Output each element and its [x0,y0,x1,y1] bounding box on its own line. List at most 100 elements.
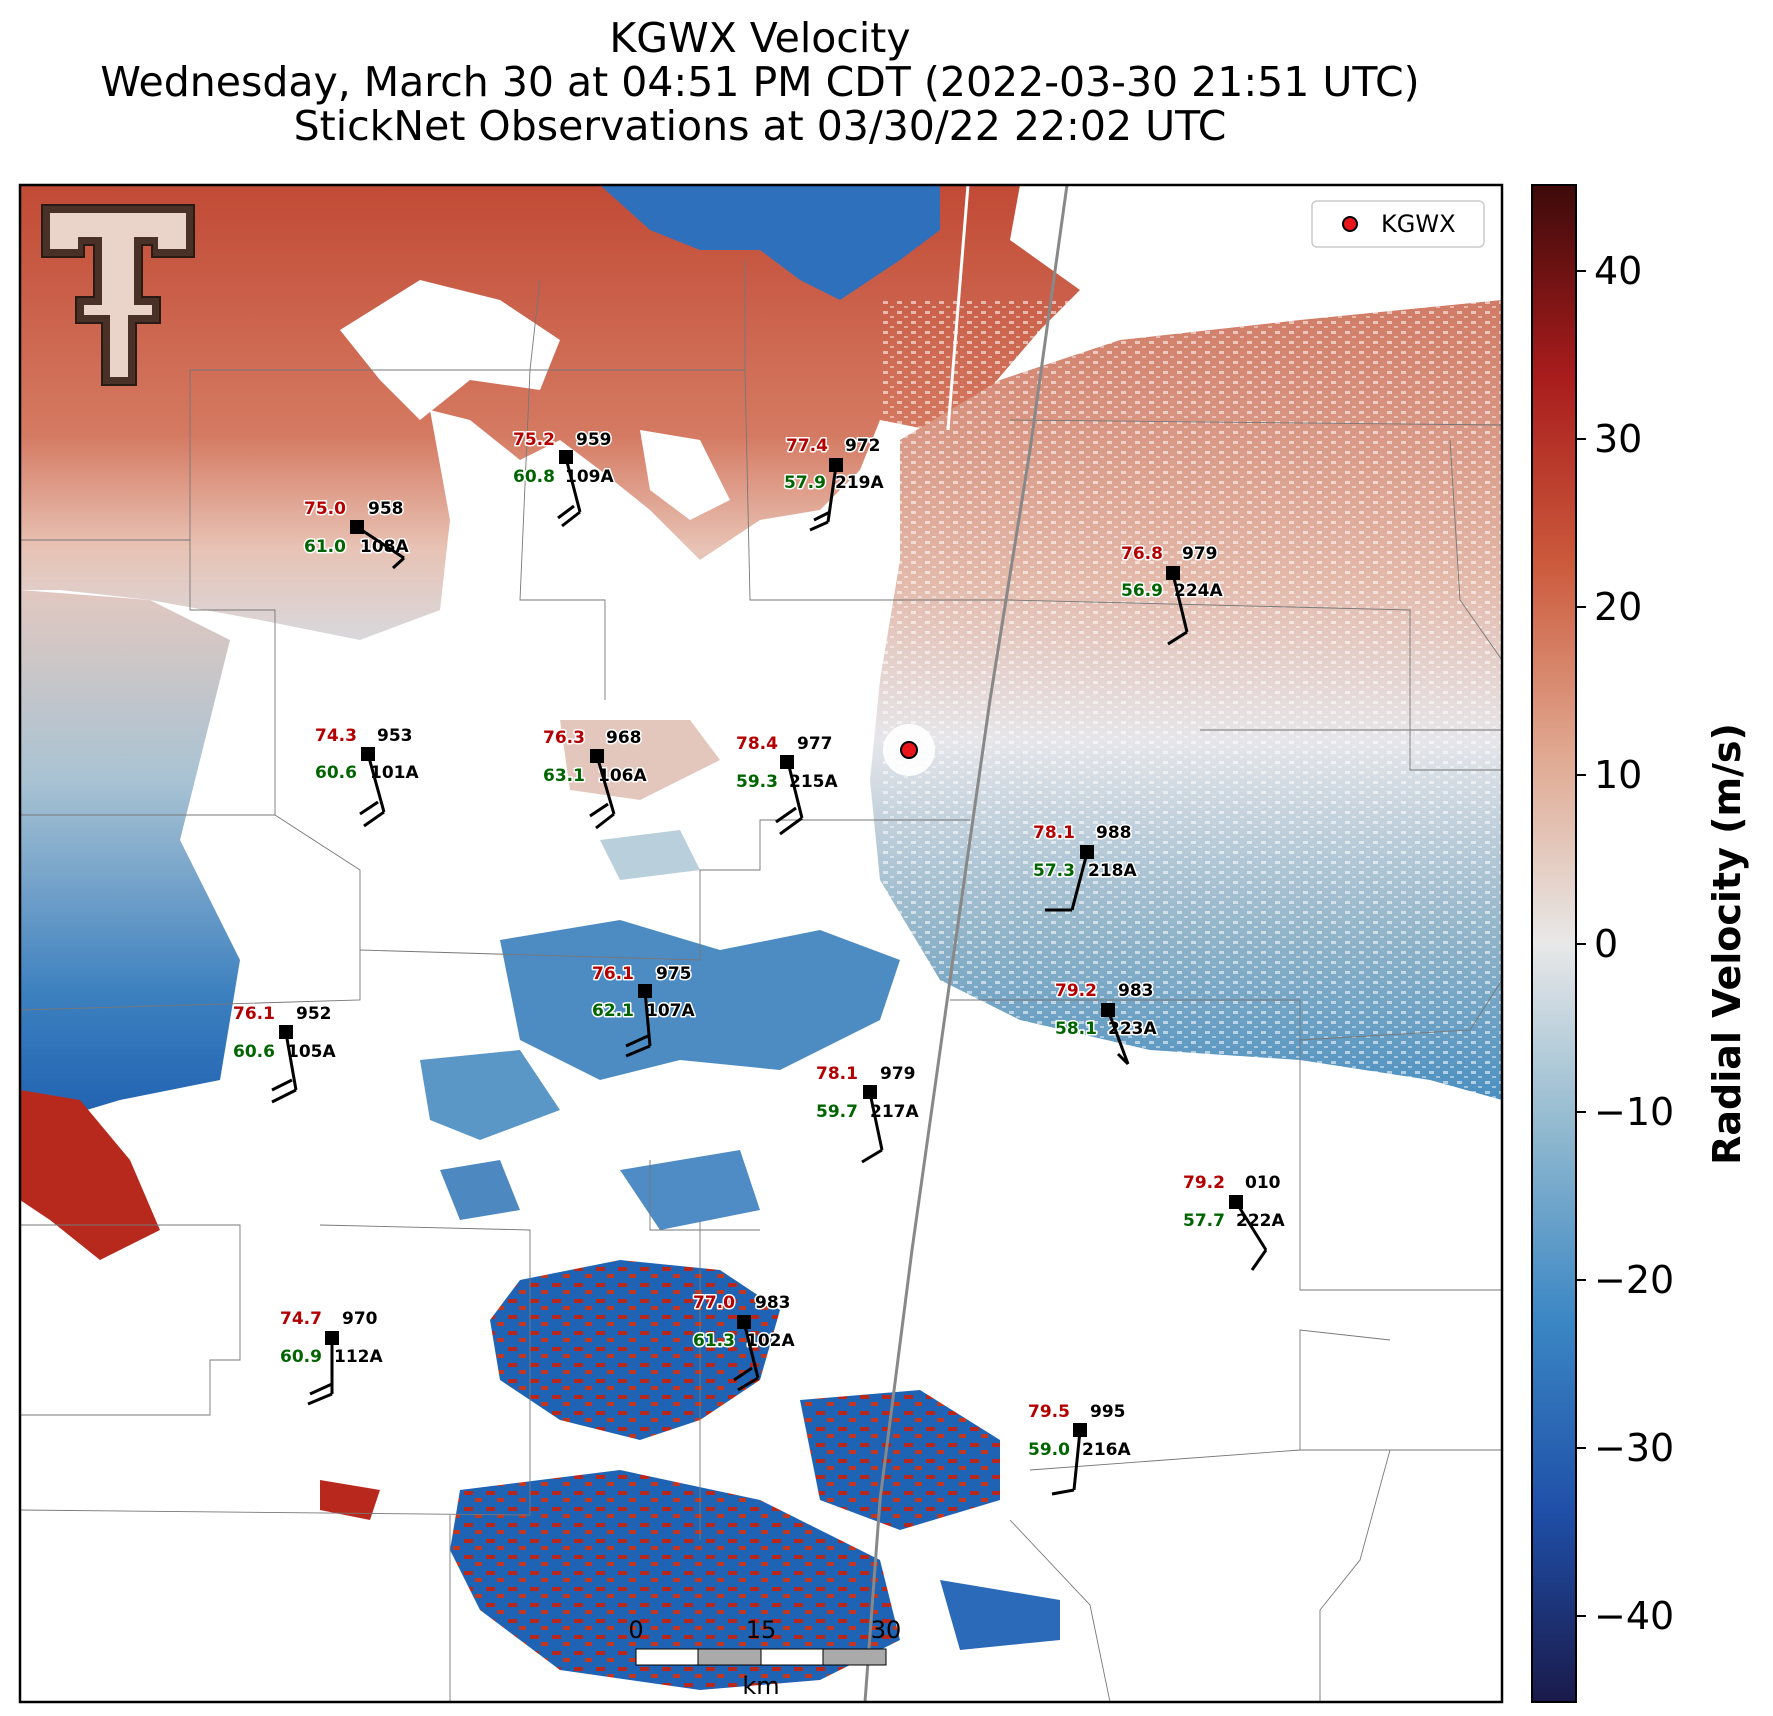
title-line-2: Wednesday, March 30 at 04:51 PM CDT (202… [100,58,1420,106]
station-dewpoint: 61.0 [304,537,346,557]
station-217A: 78.1 979 59.7 217A [815,1063,921,1164]
station-id: 102A [746,1331,795,1351]
legend: KGWX [1311,200,1485,248]
station-temp: 75.2 [513,430,555,450]
station-marker [737,1315,751,1329]
map-frame [18,183,1504,1704]
station-id: 223A [1108,1019,1157,1039]
station-218A: 78.1 988 57.3 218A [1032,822,1139,912]
station-temp: 76.8 [1121,544,1163,564]
station-temp: 76.1 [592,964,634,984]
station-216A: 79.5 995 59.0 216A [1027,1401,1133,1496]
station-temp: 77.0 [693,1293,735,1313]
station-marker [559,450,573,464]
station-temp: 76.1 [233,1004,275,1024]
station-id: 217A [870,1102,919,1122]
station-105A: 76.1 952 60.6 105A [232,1003,338,1104]
station-id: 224A [1174,581,1223,601]
station-id: 219A [835,473,884,493]
station-id: 218A [1088,861,1137,881]
logo [41,204,195,386]
station-marker [590,749,604,763]
station-pressure: 979 [880,1064,916,1084]
station-pressure: 979 [1182,544,1218,564]
station-marker [780,755,794,769]
station-id: 222A [1236,1211,1285,1231]
station-106A: 76.3 968 63.1 106A [542,727,649,830]
station-marker [1080,845,1094,859]
station-pressure: 010 [1245,1173,1281,1193]
scale-unit: km [742,1672,779,1700]
station-temp: 77.4 [786,436,828,456]
station-id: 107A [646,1001,695,1021]
colorbar-tick: 10 [1594,753,1642,797]
station-marker [325,1331,339,1345]
station-dewpoint: 58.1 [1055,1019,1097,1039]
colorbar-label: Radial Velocity (m/s) [1705,723,1749,1165]
station-pressure: 977 [797,734,833,754]
station-marker [1101,1003,1115,1017]
station-id: 101A [370,763,419,783]
station-108A: 75.0 958 61.0 108A [303,498,411,570]
station-pressure: 988 [1096,823,1132,843]
scale-tick-0: 0 [628,1616,643,1644]
scale-bar: 0 15 30 km [628,1616,901,1700]
station-107A: 76.1 975 62.1 107A [591,963,697,1058]
station-dewpoint: 57.3 [1033,861,1075,881]
station-pressure: 970 [342,1309,378,1329]
legend-label: KGWX [1381,210,1456,238]
station-pressure: 972 [845,436,881,456]
station-pressure: 952 [296,1004,332,1024]
station-id: 216A [1082,1440,1131,1460]
station-marker [1229,1195,1243,1209]
station-temp: 79.2 [1055,981,1097,1001]
station-temp: 76.3 [543,728,585,748]
station-id: 105A [287,1042,336,1062]
station-temp: 75.0 [304,499,346,519]
station-temp: 78.4 [736,734,778,754]
scale-tick-30: 30 [871,1616,902,1644]
station-219A: 77.4 972 57.9 219A [783,435,886,532]
colorbar-tick: −20 [1594,1258,1674,1302]
colorbar-tick: −30 [1594,1426,1674,1470]
state-line [863,185,1069,1702]
colorbar-tick: 30 [1594,417,1642,461]
colorbar-tick: −40 [1594,1594,1674,1638]
title-line-3: StickNet Observations at 03/30/22 22:02 … [293,102,1227,150]
station-pressure: 983 [755,1293,791,1313]
station-marker [638,984,652,998]
station-pressure: 995 [1090,1402,1126,1422]
station-marker [361,747,375,761]
station-101A: 74.3 953 60.6 101A [314,725,421,828]
station-pressure: 959 [576,430,612,450]
station-dewpoint: 60.6 [315,763,357,783]
title-line-1: KGWX Velocity [609,14,911,62]
station-marker [350,520,364,534]
station-dewpoint: 60.6 [233,1042,275,1062]
colorbar-tick: 40 [1594,249,1642,293]
station-dewpoint: 62.1 [592,1001,634,1021]
station-marker [863,1085,877,1099]
station-marker [1166,566,1180,580]
station-temp: 78.1 [1033,823,1075,843]
radar-echoes [20,185,1502,1690]
station-dewpoint: 57.7 [1183,1211,1225,1231]
station-pressure: 953 [377,726,413,746]
station-marker [829,458,843,472]
station-dewpoint: 61.3 [693,1331,735,1351]
colorbar: 40 30 20 10 0 −10 −20 −30 −40 Radial Vel… [1531,184,1749,1703]
colorbar-tick: 20 [1594,585,1642,629]
station-marker [279,1025,293,1039]
station-pressure: 975 [656,964,692,984]
station-pressure: 983 [1118,981,1154,1001]
station-temp: 74.7 [280,1309,322,1329]
legend-marker-icon [1342,216,1358,232]
station-102A: 77.0 983 61.3 102A [692,1292,797,1392]
station-dewpoint: 59.7 [816,1102,858,1122]
station-dewpoint: 57.9 [784,473,826,493]
station-223A: 79.2 983 58.1 223A [1054,980,1159,1066]
station-112A: 74.7 970 60.9 112A [279,1308,385,1406]
scale-tick-15: 15 [746,1616,777,1644]
station-dewpoint: 59.3 [736,772,778,792]
